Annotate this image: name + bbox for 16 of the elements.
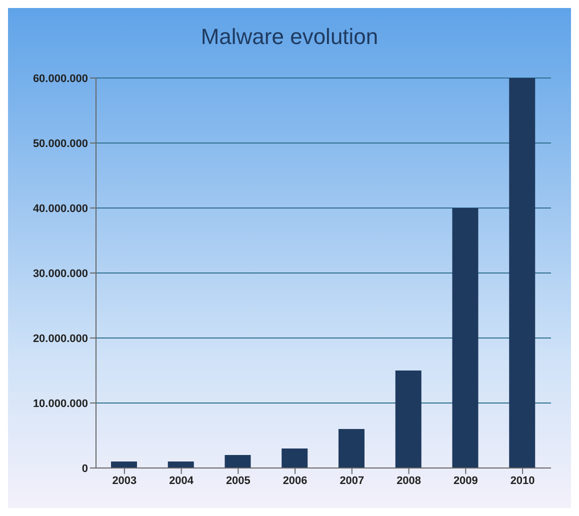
y-tick-label: 60.000.000 xyxy=(32,72,88,85)
x-tick-label: 2006 xyxy=(282,474,308,487)
y-tick-label: 40.000.000 xyxy=(32,202,88,215)
x-tick-label: 2010 xyxy=(510,474,535,487)
x-tick-label: 2005 xyxy=(226,474,250,487)
y-tick-label: 30.000.000 xyxy=(32,268,88,280)
y-tick-label: 0 xyxy=(82,462,88,475)
x-tick-label: 2003 xyxy=(112,474,137,487)
y-tick-label: 50.000.000 xyxy=(32,138,88,150)
y-tick-label: 10.000.000 xyxy=(32,398,88,410)
chart-title: Malware evolution xyxy=(200,23,380,51)
x-tick-label: 2009 xyxy=(453,474,478,487)
x-tick-label: 2004 xyxy=(169,474,194,487)
y-tick-label: 20.000.000 xyxy=(32,332,88,345)
x-tick-label: 2008 xyxy=(396,474,422,487)
x-tick-label: 2007 xyxy=(340,474,364,487)
